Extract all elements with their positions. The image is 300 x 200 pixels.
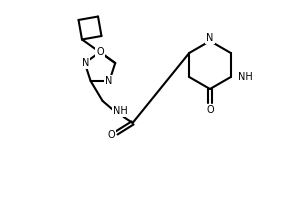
Text: N: N (82, 58, 89, 68)
Text: NH: NH (113, 106, 128, 116)
Text: NH: NH (238, 72, 253, 82)
Text: O: O (96, 47, 104, 57)
Text: N: N (206, 33, 214, 43)
Text: O: O (108, 130, 116, 140)
Text: O: O (206, 105, 214, 115)
Text: N: N (105, 76, 112, 86)
